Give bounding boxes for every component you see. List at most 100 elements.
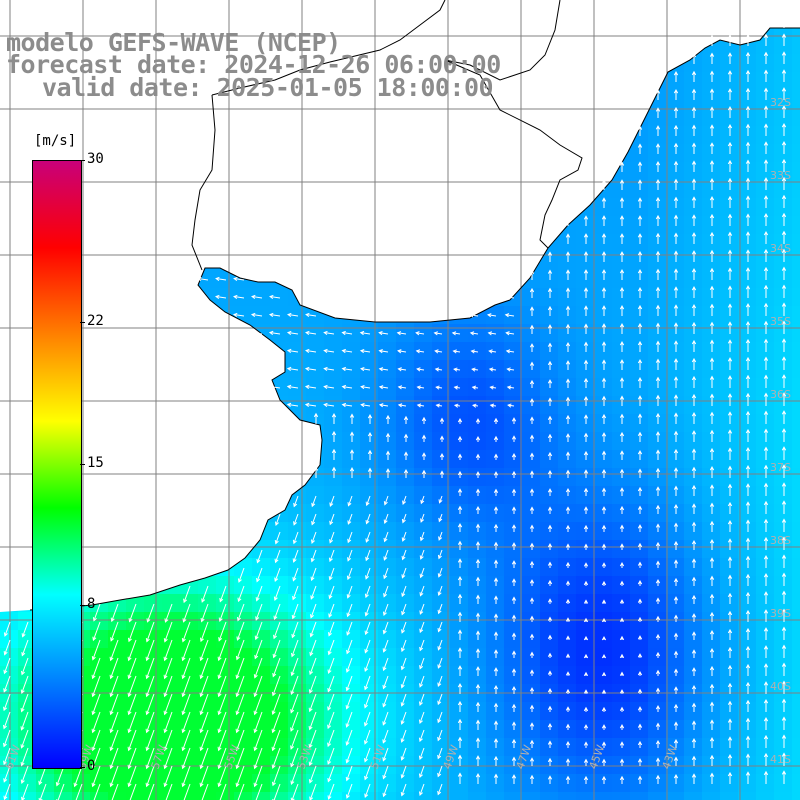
wind-arrow-head <box>127 746 132 752</box>
wind-arrow <box>365 567 371 579</box>
wind-arrow-head <box>305 348 310 354</box>
speed-cell <box>774 126 793 145</box>
wind-arrow <box>146 675 155 697</box>
wind-arrow-head <box>727 610 733 616</box>
speed-cell <box>666 144 685 163</box>
speed-cell <box>666 450 685 469</box>
speed-cell <box>540 432 559 451</box>
speed-cell <box>738 432 757 451</box>
speed-cell <box>612 414 631 433</box>
speed-cell <box>162 702 181 721</box>
wind-arrow-head <box>637 688 643 693</box>
wind-arrow-head <box>745 33 751 39</box>
speed-cell <box>108 666 127 685</box>
wind-arrow-head <box>457 435 463 441</box>
speed-cell <box>468 504 487 523</box>
speed-cell <box>252 648 271 667</box>
wind-arrow-head <box>91 728 96 734</box>
speed-cell <box>576 738 595 757</box>
speed-cell <box>414 666 433 685</box>
wind-arrow-head <box>475 683 481 689</box>
speed-cell <box>774 504 793 523</box>
wind-arrow <box>274 585 281 601</box>
wind-arrow-head <box>673 214 679 219</box>
speed-cell <box>504 666 523 685</box>
speed-cell <box>558 738 577 757</box>
speed-cell <box>270 324 289 343</box>
wind-arrow <box>290 747 299 767</box>
speed-cell <box>612 666 631 685</box>
speed-cell <box>414 414 433 433</box>
wind-arrow-head <box>691 375 697 381</box>
wind-arrow-head <box>619 524 625 529</box>
speed-cell <box>450 522 469 541</box>
wind-arrow-head <box>217 674 222 680</box>
wind-arrow <box>420 513 425 523</box>
speed-cell <box>450 792 469 800</box>
speed-cell <box>342 630 361 649</box>
wind-arrow-head <box>601 323 607 328</box>
speed-cell <box>666 324 685 343</box>
speed-cell <box>594 234 613 253</box>
wind-arrow-head <box>673 160 679 166</box>
speed-cell <box>738 486 757 505</box>
speed-cell <box>450 504 469 523</box>
speed-cell <box>540 540 559 559</box>
wind-arrow <box>437 729 443 741</box>
speed-cell <box>630 180 649 199</box>
wind-arrow <box>437 639 443 650</box>
wind-arrow-head <box>601 359 607 364</box>
speed-cell <box>540 738 559 757</box>
wind-arrow-head <box>92 636 97 642</box>
wind-arrow <box>293 531 299 544</box>
wind-arrow-head <box>691 484 697 490</box>
speed-cell <box>666 108 685 127</box>
wind-arrow-head <box>601 653 607 659</box>
wind-arrow-head <box>403 451 409 456</box>
wind-arrow <box>3 657 11 674</box>
wind-arrow-head <box>673 596 679 601</box>
wind-arrow-head <box>367 414 373 419</box>
speed-cell <box>270 576 289 595</box>
speed-cell <box>54 774 73 793</box>
speed-cell <box>648 306 667 325</box>
speed-cell <box>792 54 800 73</box>
speed-cell <box>576 216 595 235</box>
wind-arrow-head <box>181 746 186 752</box>
wind-arrow-head <box>378 385 384 390</box>
wind-arrow-head <box>673 430 679 435</box>
wind-arrow-head <box>727 501 733 507</box>
wind-arrow <box>287 403 299 407</box>
wind-arrow-head <box>349 413 355 418</box>
wind-arrow-head <box>655 523 661 528</box>
wind-arrow <box>310 603 317 618</box>
speed-cell <box>630 612 649 631</box>
wind-arrow-head <box>254 635 259 641</box>
wind-arrow-head <box>529 669 535 674</box>
wind-arrow <box>329 531 335 543</box>
wind-arrow-head <box>511 703 517 709</box>
wind-arrow <box>200 693 209 715</box>
speed-cell <box>522 576 541 595</box>
speed-cell <box>432 594 451 613</box>
speed-cell <box>558 342 577 361</box>
speed-cell <box>666 288 685 307</box>
speed-cell <box>756 702 775 721</box>
wind-arrow-head <box>109 692 114 698</box>
wind-arrow <box>233 313 245 317</box>
speed-cell <box>684 270 703 289</box>
speed-cell <box>612 540 631 559</box>
wind-arrow <box>328 603 335 618</box>
wind-arrow-head <box>475 541 481 546</box>
speed-cell <box>738 342 757 361</box>
wind-arrow <box>272 711 281 733</box>
speed-cell <box>324 648 343 667</box>
wind-arrow-head <box>529 739 535 745</box>
wind-arrow-head <box>763 536 769 542</box>
speed-cell <box>522 720 541 739</box>
wind-arrow-head <box>745 735 751 740</box>
wind-arrow-head <box>475 523 481 528</box>
speed-cell <box>432 756 451 775</box>
speed-cell <box>522 486 541 505</box>
wind-arrow-head <box>781 158 787 164</box>
